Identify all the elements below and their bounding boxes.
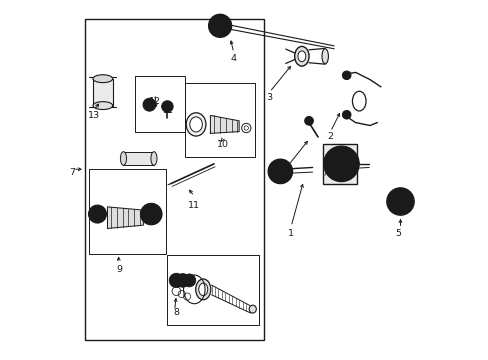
Ellipse shape — [294, 46, 308, 66]
Bar — [88, 169, 165, 253]
Circle shape — [176, 274, 189, 287]
Ellipse shape — [198, 283, 207, 296]
Bar — [185, 83, 255, 157]
Text: 12: 12 — [148, 96, 161, 105]
Circle shape — [342, 71, 350, 80]
Polygon shape — [210, 116, 239, 134]
Circle shape — [142, 98, 156, 111]
Text: 8: 8 — [173, 308, 179, 317]
Circle shape — [208, 14, 231, 37]
Text: 9: 9 — [116, 265, 122, 274]
Text: 5: 5 — [395, 229, 401, 238]
Text: 6: 6 — [277, 168, 283, 177]
Text: 7: 7 — [69, 168, 75, 177]
Circle shape — [342, 111, 350, 119]
Bar — [123, 152, 154, 165]
Text: 10: 10 — [217, 140, 228, 149]
Text: 13: 13 — [88, 111, 100, 120]
Ellipse shape — [93, 102, 112, 109]
Text: 2: 2 — [327, 132, 333, 141]
Bar — [322, 144, 356, 184]
Ellipse shape — [189, 117, 202, 132]
Circle shape — [330, 153, 352, 175]
Ellipse shape — [151, 152, 157, 165]
Circle shape — [213, 19, 226, 32]
Circle shape — [267, 159, 292, 184]
Circle shape — [140, 203, 162, 225]
Bar — [85, 19, 264, 339]
Bar — [135, 76, 185, 132]
Circle shape — [323, 146, 358, 181]
Bar — [167, 255, 258, 325]
Text: 3: 3 — [266, 93, 272, 102]
Ellipse shape — [321, 49, 328, 64]
Circle shape — [183, 274, 195, 287]
Text: 1: 1 — [287, 229, 293, 238]
Circle shape — [304, 117, 313, 125]
Circle shape — [88, 205, 106, 223]
Circle shape — [392, 194, 407, 210]
Circle shape — [162, 101, 173, 112]
Circle shape — [169, 273, 183, 288]
Ellipse shape — [93, 75, 112, 83]
Ellipse shape — [195, 279, 210, 300]
Ellipse shape — [186, 113, 205, 136]
Bar — [93, 79, 112, 105]
Polygon shape — [107, 207, 143, 228]
Ellipse shape — [249, 305, 256, 313]
Ellipse shape — [297, 51, 305, 62]
Text: 4: 4 — [230, 54, 236, 63]
Circle shape — [386, 188, 413, 215]
Text: 11: 11 — [188, 201, 200, 210]
Ellipse shape — [120, 152, 126, 165]
